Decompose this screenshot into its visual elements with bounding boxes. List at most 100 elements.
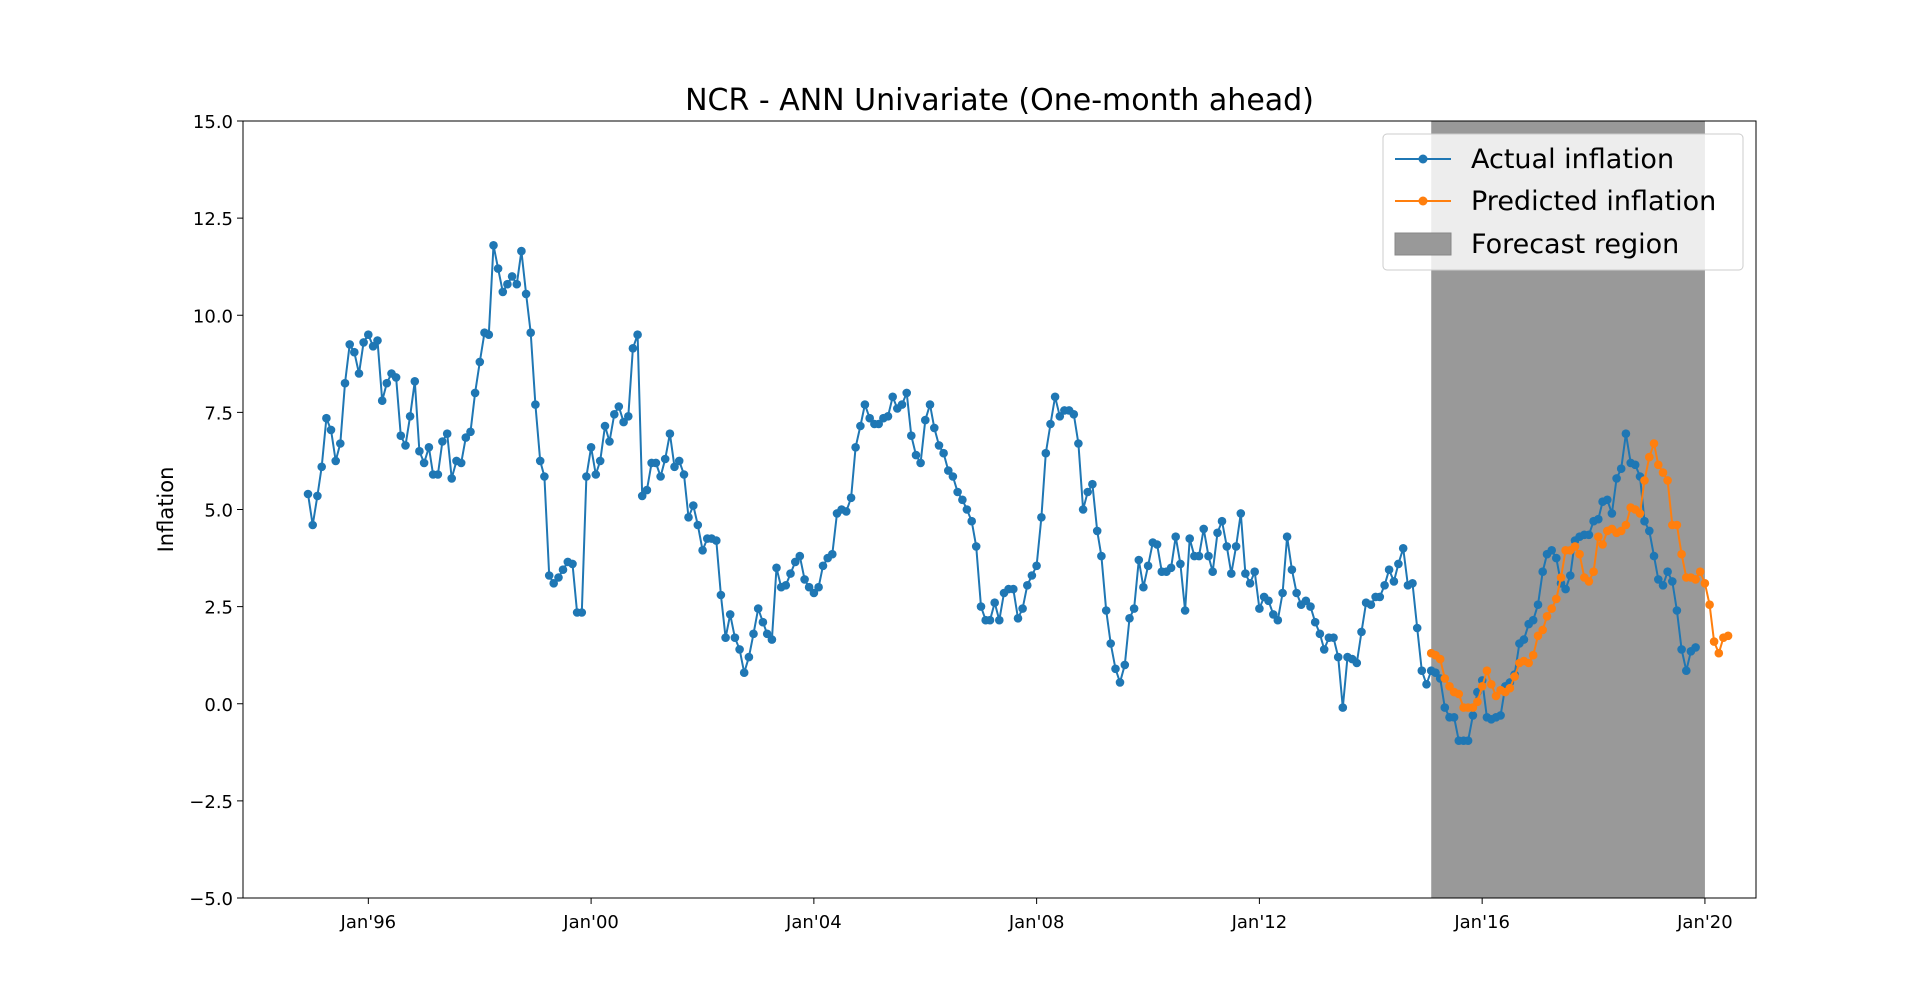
data-point [851, 443, 860, 452]
data-point [721, 633, 730, 642]
data-point [359, 338, 368, 347]
data-point [438, 437, 447, 446]
data-point [470, 388, 480, 398]
data-point [317, 462, 327, 472]
legend: Actual inflation Predicted inflation Forec… [1382, 133, 1744, 271]
data-point [1338, 703, 1348, 712]
data-point [382, 378, 392, 388]
data-point [489, 241, 498, 250]
data-point [693, 520, 703, 530]
data-point [1473, 697, 1482, 707]
data-point [1552, 553, 1561, 563]
data-point [1700, 579, 1710, 588]
data-point [1556, 573, 1566, 582]
data-point [1245, 579, 1255, 588]
data-point [1111, 664, 1120, 674]
data-point [1538, 625, 1547, 635]
data-point [605, 437, 614, 446]
data-point [1496, 711, 1505, 720]
data-point [725, 610, 735, 619]
data-point [1055, 412, 1065, 421]
legend-label: Actual inflation [1471, 144, 1674, 175]
data-point [1695, 567, 1705, 576]
series-actual [303, 241, 1700, 745]
data-point [1417, 666, 1427, 675]
data-point [809, 588, 819, 598]
data-point [1654, 575, 1663, 584]
chart-title: NCR - ANN Univariate (One-month ahead) [685, 83, 1314, 118]
data-point [1547, 604, 1556, 613]
data-point [735, 645, 744, 654]
data-point [1092, 526, 1102, 536]
data-point [1282, 532, 1292, 541]
data-point [1658, 468, 1668, 477]
data-point [1566, 571, 1575, 580]
data-point [642, 485, 652, 495]
data-point [1139, 582, 1148, 592]
y-tick-label: 0.0 [204, 695, 233, 716]
data-point [846, 493, 856, 503]
data-point [651, 458, 661, 468]
data-point [1306, 602, 1315, 611]
legend-patch [1394, 232, 1452, 256]
data-point [1241, 569, 1250, 578]
data-point [795, 551, 805, 561]
y-tick-label: 5.0 [204, 501, 233, 522]
y-tick-label: 7.5 [204, 403, 233, 424]
x-tick-label: Jan'16 [1453, 912, 1510, 933]
data-point [1208, 567, 1217, 576]
legend-marker [1418, 196, 1428, 206]
data-point [1408, 579, 1417, 588]
data-point [1394, 559, 1403, 569]
data-point [308, 520, 318, 530]
data-point [1319, 645, 1329, 654]
data-point [1180, 606, 1190, 615]
data-point [1125, 614, 1134, 623]
data-point [1584, 530, 1594, 540]
data-point [586, 443, 596, 452]
data-point [568, 559, 577, 569]
data-point [313, 491, 322, 501]
x-tick-label: Jan'20 [1676, 912, 1733, 933]
data-point [948, 472, 958, 481]
y-tick-label: −5.0 [189, 889, 233, 910]
data-point [1612, 474, 1621, 483]
data-point [405, 412, 415, 421]
data-point [1255, 604, 1264, 613]
data-point [1027, 571, 1037, 580]
data-point [1013, 614, 1023, 623]
data-point [1352, 658, 1362, 668]
data-point [1375, 592, 1385, 602]
data-point [934, 441, 944, 450]
legend-marker [1418, 154, 1428, 164]
data-point [1477, 682, 1487, 691]
data-point [1621, 429, 1631, 439]
data-point [535, 456, 545, 466]
data-point [958, 495, 967, 505]
data-point [1654, 460, 1663, 470]
data-point [1231, 542, 1241, 551]
data-point [540, 472, 549, 481]
data-point [1018, 604, 1027, 613]
data-point [582, 472, 591, 481]
data-point [1538, 567, 1547, 576]
data-point [1269, 610, 1278, 619]
data-point [1366, 600, 1376, 609]
data-point [614, 402, 624, 411]
data-point [716, 590, 726, 600]
data-point [577, 608, 587, 617]
data-point [1445, 682, 1454, 691]
data-point [1691, 575, 1700, 584]
data-point [1431, 668, 1440, 677]
data-point [1101, 606, 1111, 615]
data-point [1440, 703, 1450, 712]
data-point [916, 458, 925, 468]
data-point [1542, 612, 1552, 621]
data-point [410, 377, 420, 386]
data-point [1594, 532, 1603, 541]
data-point [744, 652, 754, 662]
data-point [1616, 526, 1626, 536]
data-point [925, 400, 935, 409]
data-point [674, 456, 684, 466]
legend-entry: Forecast region [1394, 229, 1679, 260]
